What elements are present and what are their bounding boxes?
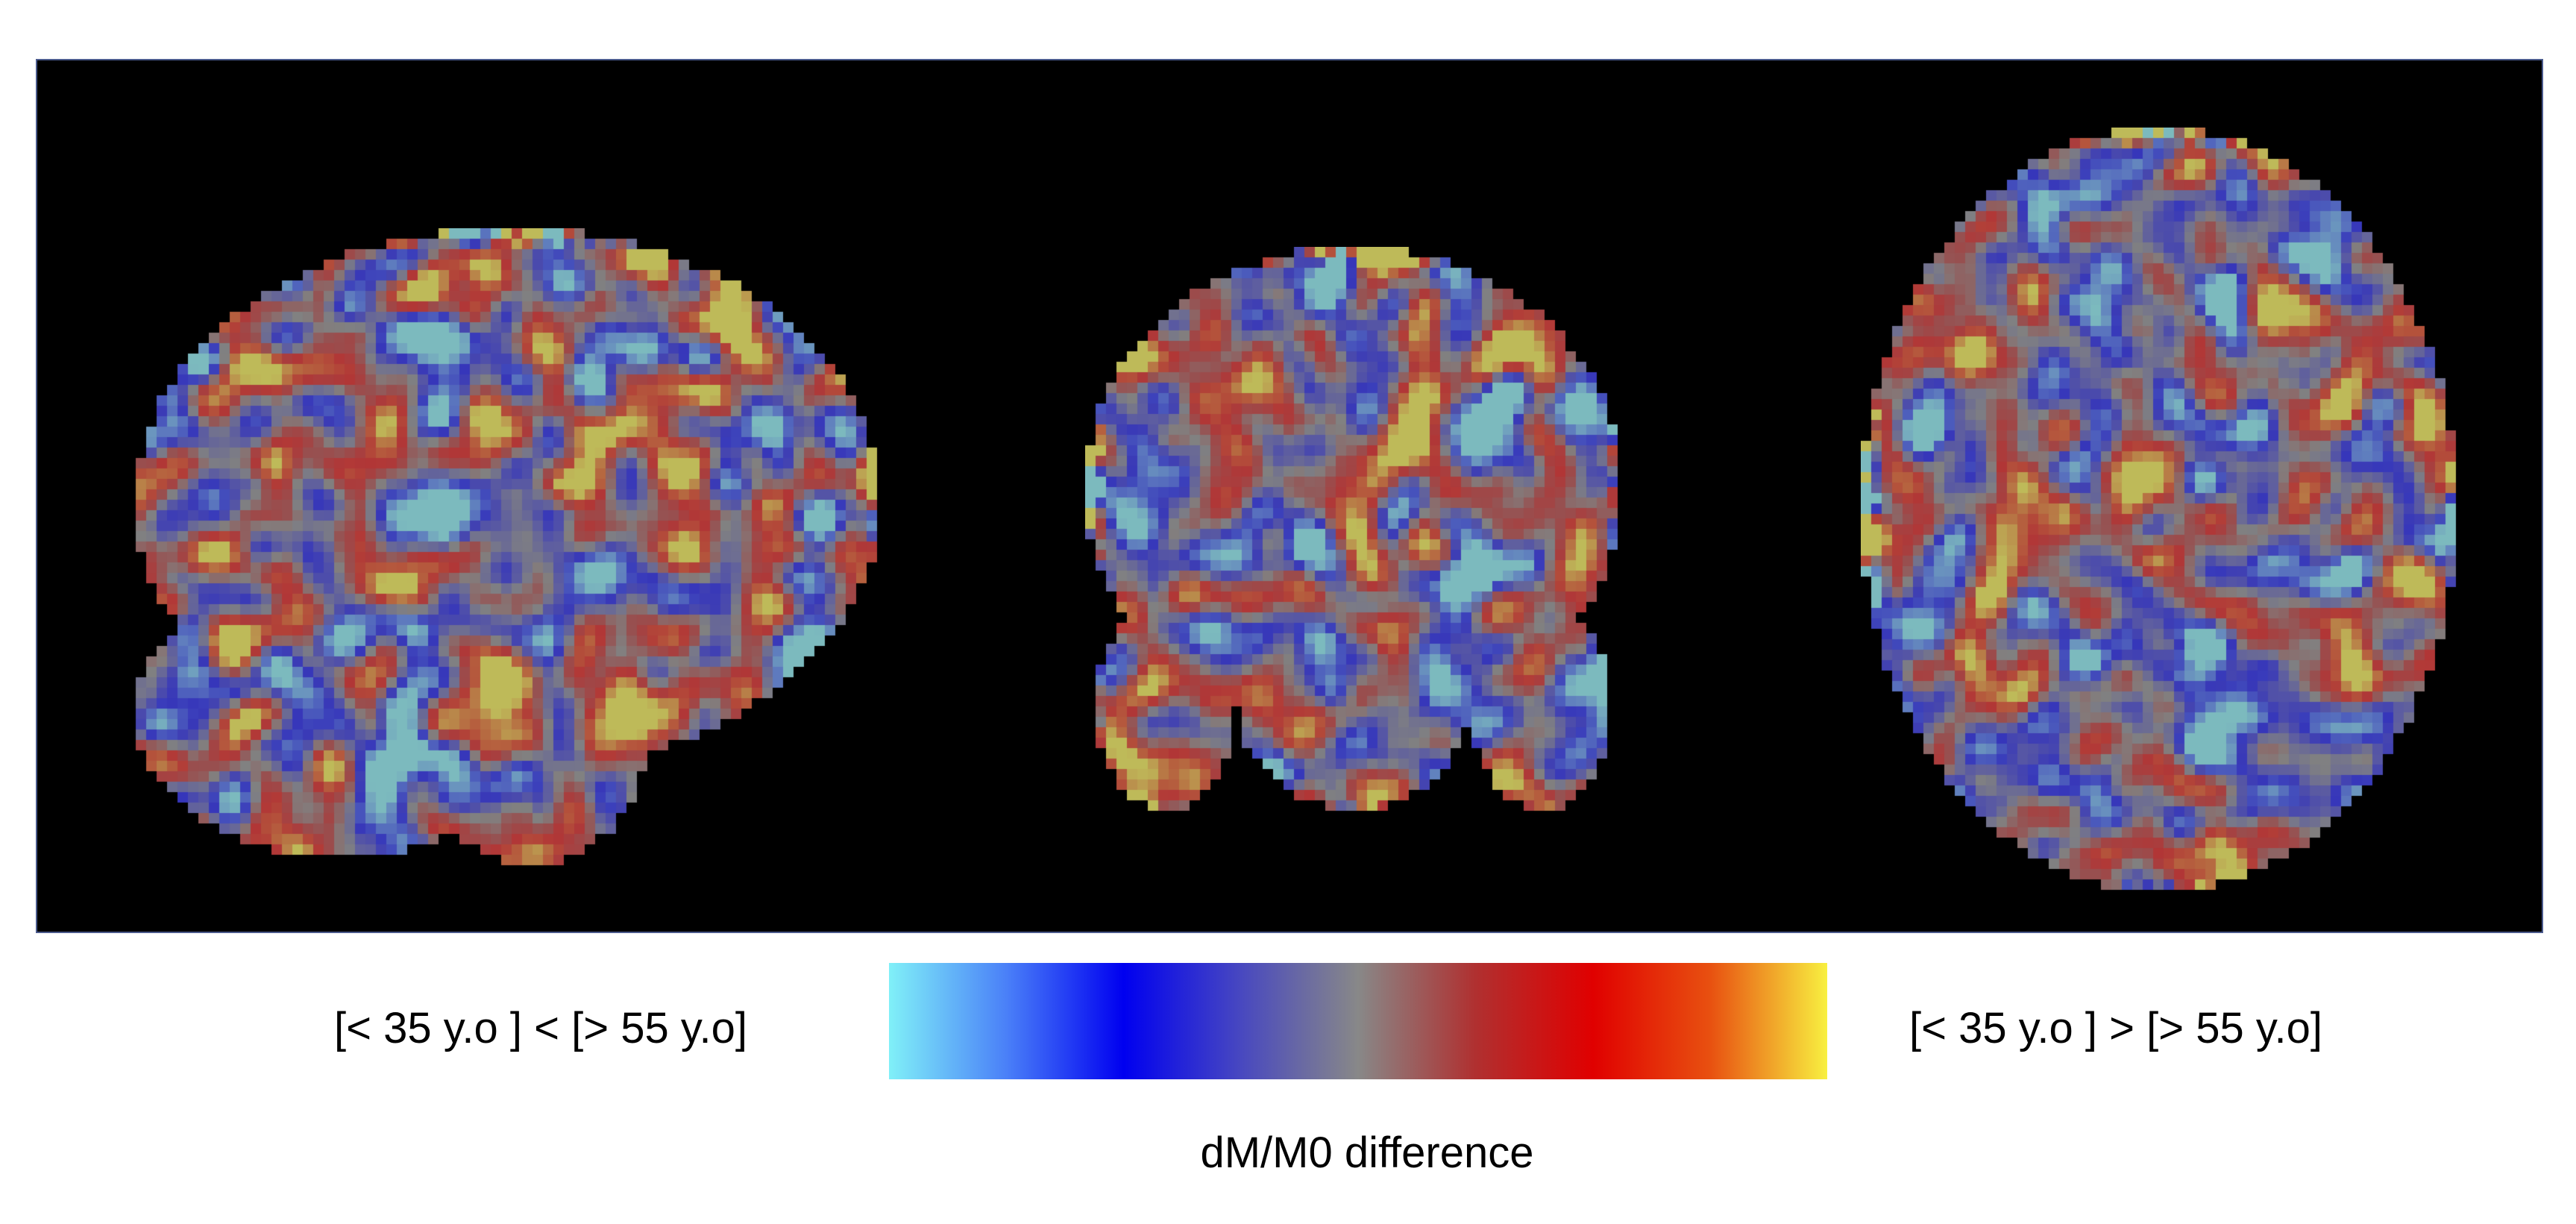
axial-brain-slice: [1861, 128, 2457, 892]
brain-slices-panel: [36, 59, 2543, 933]
sagittal-brain-slice: [104, 228, 880, 877]
colorbar-title: dM/M0 difference: [1200, 1129, 1534, 1177]
coronal-brain-slice: [1085, 247, 1622, 821]
colorbar-left-label: [< 35 y.o ] < [> 55 y.o]: [334, 1004, 748, 1052]
colorbar-right-label: [< 35 y.o ] > [> 55 y.o]: [1909, 1004, 2323, 1052]
colorbar: [889, 963, 1827, 1079]
